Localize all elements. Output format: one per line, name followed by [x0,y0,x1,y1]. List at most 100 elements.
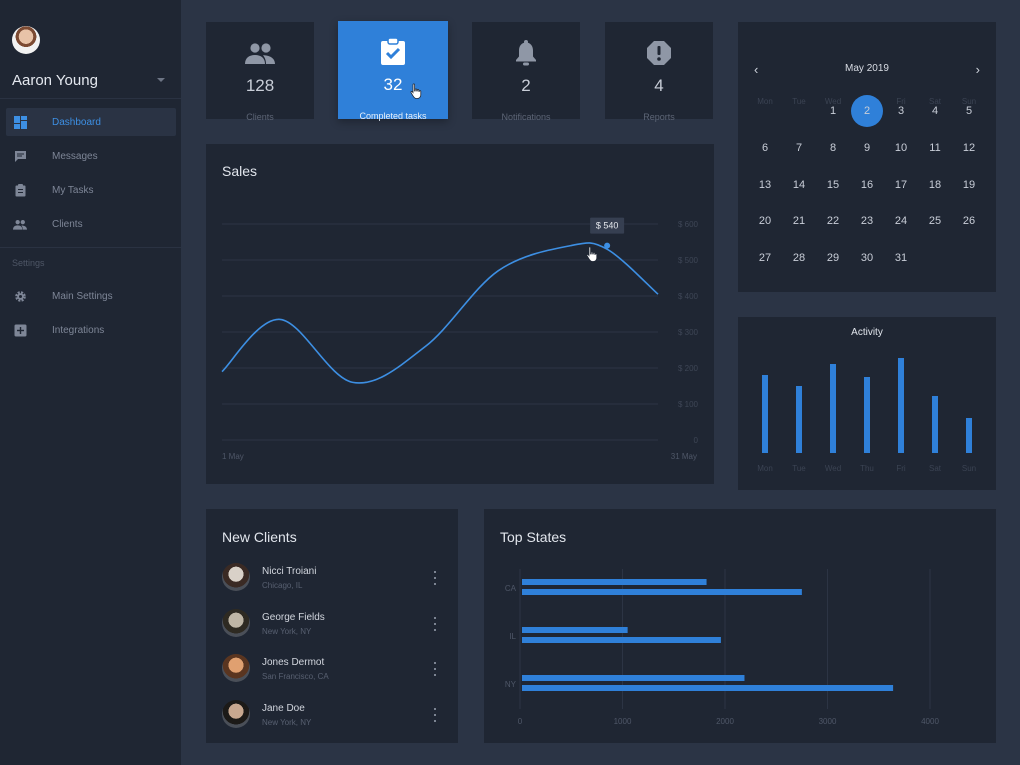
calendar-day[interactable]: 11 [918,131,952,165]
states-bar[interactable] [522,627,628,633]
calendar-day[interactable]: 10 [884,131,918,165]
plus-box-icon [13,323,27,337]
client-name[interactable]: Nicci Troiani [262,566,317,577]
calendar-next-button[interactable]: › [975,62,980,77]
client-avatar[interactable] [222,654,250,682]
client-avatar[interactable] [222,608,250,637]
calendar-day-label: 24 [894,215,908,228]
gear-icon [13,289,27,303]
sales-x-label-start: 1 May [222,452,244,461]
calendar-day[interactable]: 29 [816,241,850,275]
calendar-day[interactable]: 31 [884,241,918,275]
states-bar[interactable] [522,685,894,691]
calendar-day-label: 18 [928,178,942,191]
activity-chart[interactable]: Mon Tue Wed Thu Fri Sat Sun [738,317,996,490]
calendar-day[interactable]: 16 [850,168,884,202]
states-bar[interactable] [522,637,721,643]
sidebar-item-messages[interactable]: Messages [6,142,176,170]
activity-bar[interactable] [932,396,938,453]
calendar-day[interactable]: 3 [884,94,918,128]
sales-y-tick: $ 200 [678,364,699,373]
stat-card-clients[interactable]: 128 Clients [206,22,314,122]
user-name[interactable]: Aaron Young [12,72,98,89]
people-icon [245,40,275,66]
sales-chart[interactable]: $ 600 $ 500 $ 400 $ 300 $ 200 $ 100 0 $ 540 1 … [206,144,714,484]
dashboard-icon [13,115,27,129]
calendar-day[interactable]: 2 [850,94,884,128]
calendar-day[interactable]: 22 [816,204,850,238]
client-avatar[interactable] [222,563,250,591]
calendar-day-label: 31 [894,252,908,265]
states-x-tick: 4000 [921,717,939,726]
states-x-tick: 1000 [614,717,632,726]
stat-card-reports[interactable]: 4 Reports [605,22,713,122]
client-name[interactable]: George Fields [262,611,325,623]
stat-card-notifications[interactable]: 2 Notifications [472,22,580,122]
calendar-weekday: Wed [824,97,842,106]
calendar-day[interactable]: 12 [952,131,986,165]
sidebar-item-integrations[interactable]: Integrations [6,316,176,344]
user-avatar[interactable] [12,26,40,54]
calendar-day[interactable]: 6 [748,131,782,165]
calendar-day[interactable]: 24 [884,204,918,238]
calendar-day[interactable]: 28 [782,241,816,275]
activity-bar[interactable] [898,358,904,453]
calendar-day[interactable]: 9 [850,131,884,165]
calendar-day[interactable]: 13 [748,168,782,202]
calendar-day[interactable]: 15 [816,168,850,202]
calendar-day[interactable]: 14 [782,168,816,202]
sidebar-item-label: Messages [52,150,98,162]
calendar-day[interactable]: 1 [816,94,850,128]
stat-value: 32 [383,75,403,94]
stat-label: Notifications [501,112,551,122]
clipboard-check-icon [378,38,408,65]
activity-bar[interactable] [796,386,802,453]
calendar-day[interactable]: 23 [850,204,884,238]
activity-bar[interactable] [966,418,972,453]
calendar-day[interactable]: 30 [850,241,884,275]
calendar-weekday: Sat [928,97,941,106]
activity-bar[interactable] [762,375,768,453]
activity-bar[interactable] [830,364,836,453]
states-bar[interactable] [522,675,745,681]
calendar-day[interactable]: 4 [918,94,952,128]
calendar-day-label: 23 [860,215,874,228]
new-clients-card: New Clients Nicci Troiani Chicago, IL Geor… [206,509,458,743]
calendar-day[interactable]: 8 [816,131,850,165]
sidebar-item-my-tasks[interactable]: My Tasks [6,176,176,204]
calendar-prev-button[interactable]: ‹ [754,62,759,77]
sidebar-item-main-settings[interactable]: Main Settings [6,282,176,310]
sidebar-item-label: Main Settings [52,290,113,302]
states-bar[interactable] [522,589,802,595]
calendar-day[interactable]: 7 [782,131,816,165]
more-vertical-icon[interactable] [431,662,439,676]
calendar-day-label: 14 [792,178,806,191]
states-bar[interactable] [522,579,707,585]
more-vertical-icon[interactable] [431,707,439,722]
stat-card-completed-tasks[interactable]: 32 Completed tasks [338,21,448,121]
calendar-day[interactable]: 27 [748,241,782,275]
calendar-day-label: 21 [792,215,806,228]
activity-bar[interactable] [864,377,870,453]
calendar-day[interactable]: 19 [952,168,986,202]
calendar-day-label: 20 [758,215,772,228]
calendar-day[interactable]: 26 [952,204,986,238]
more-vertical-icon[interactable] [431,616,439,631]
chevron-down-icon[interactable] [157,78,165,82]
calendar-day-label: 2 [863,105,871,117]
calendar-day[interactable]: 25 [918,204,952,238]
calendar-month: May 2019 [845,63,889,74]
client-name[interactable]: Jane Doe [262,702,305,714]
sidebar-item-dashboard[interactable]: Dashboard [6,108,176,136]
sales-highlight-point[interactable] [604,242,611,249]
calendar-day[interactable]: 18 [918,168,952,202]
more-vertical-icon[interactable] [431,571,439,585]
sidebar-item-clients[interactable]: Clients [6,210,176,238]
calendar-day[interactable]: 21 [782,204,816,238]
calendar-day[interactable]: 17 [884,168,918,202]
client-name[interactable]: Jones Dermot [262,657,325,668]
calendar-day[interactable]: 20 [748,204,782,238]
top-states-chart[interactable]: 0 1000 2000 3000 4000 CA IL NY [484,509,996,743]
client-avatar[interactable] [222,699,250,728]
calendar-day[interactable]: 5 [952,94,986,128]
